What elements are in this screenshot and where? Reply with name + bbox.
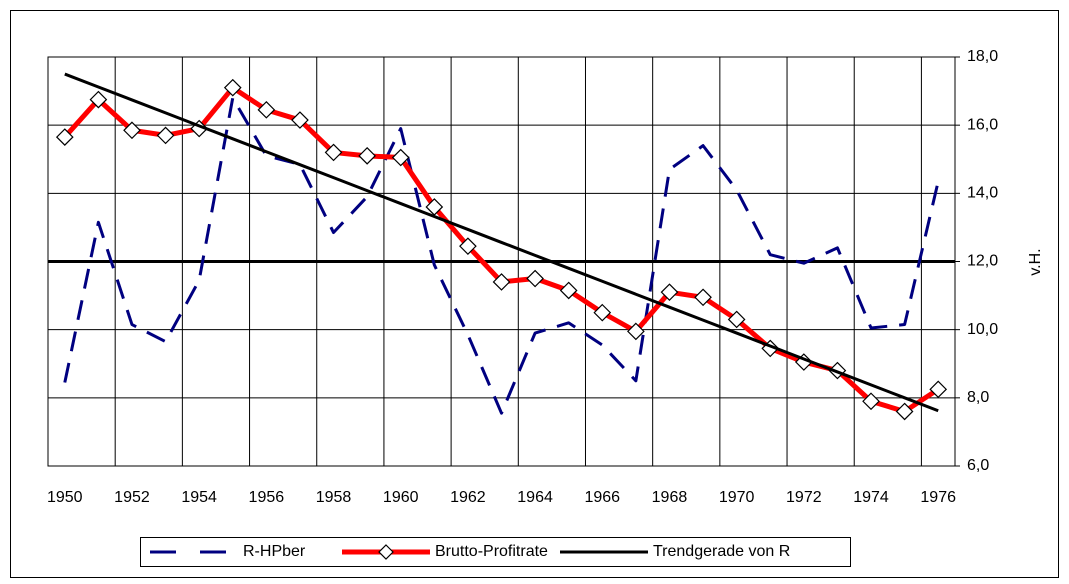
- data-point: [895, 402, 914, 421]
- data-point: [794, 353, 813, 371]
- y-tick-label: 14,0: [967, 185, 998, 202]
- data-point: [123, 121, 141, 140]
- x-tick-label: 1972: [786, 489, 822, 506]
- data-point: [55, 128, 74, 146]
- data-point: [324, 143, 343, 162]
- chart-frame: [10, 10, 1059, 578]
- x-tick-label: 1954: [181, 489, 217, 506]
- y-axis-label: v.H.: [1027, 248, 1044, 275]
- legend-label: R-HPber: [243, 543, 306, 560]
- data-point: [694, 288, 712, 307]
- legend-label: Brutto-Profitrate: [435, 543, 548, 560]
- data-point: [358, 146, 376, 165]
- data-point: [89, 90, 108, 109]
- y-tick-label: 12,0: [967, 253, 998, 270]
- data-point: [291, 111, 309, 129]
- y-tick-label: 6,0: [967, 457, 989, 474]
- data-point: [526, 269, 544, 288]
- data-point: [559, 281, 578, 300]
- legend-marker: [378, 544, 394, 560]
- data-point: [156, 126, 175, 145]
- x-tick-label: 1956: [249, 489, 285, 506]
- x-tick-label: 1960: [383, 489, 419, 506]
- data-point: [257, 100, 276, 119]
- data-point: [727, 310, 746, 329]
- y-tick-label: 16,0: [967, 116, 998, 133]
- data-point: [391, 148, 410, 167]
- data-point: [492, 273, 511, 291]
- x-tick-label: 1962: [450, 489, 486, 506]
- legend-box: [140, 537, 851, 567]
- y-tick-label: 8,0: [967, 389, 989, 406]
- series-line: [63, 96, 940, 415]
- x-tick-label: 1964: [517, 489, 553, 506]
- data-point: [929, 380, 948, 399]
- data-point: [862, 392, 880, 411]
- x-tick-label: 1966: [584, 489, 620, 506]
- y-tick-label: 18,0: [967, 48, 998, 65]
- series-line: [64, 72, 939, 413]
- data-point: [223, 78, 242, 97]
- x-tick-label: 1974: [853, 489, 889, 506]
- x-tick-label: 1952: [114, 489, 150, 506]
- data-point: [593, 303, 612, 322]
- data-point: [627, 322, 645, 341]
- x-tick-label: 1976: [920, 489, 956, 506]
- x-tick-label: 1950: [47, 489, 83, 506]
- x-tick-label: 1970: [719, 489, 755, 506]
- data-point: [660, 283, 679, 302]
- data-point: [459, 237, 477, 256]
- legend-label: Trendgerade von R: [653, 543, 790, 560]
- y-tick-label: 10,0: [967, 321, 998, 338]
- x-tick-label: 1968: [652, 489, 688, 506]
- x-tick-label: 1958: [316, 489, 352, 506]
